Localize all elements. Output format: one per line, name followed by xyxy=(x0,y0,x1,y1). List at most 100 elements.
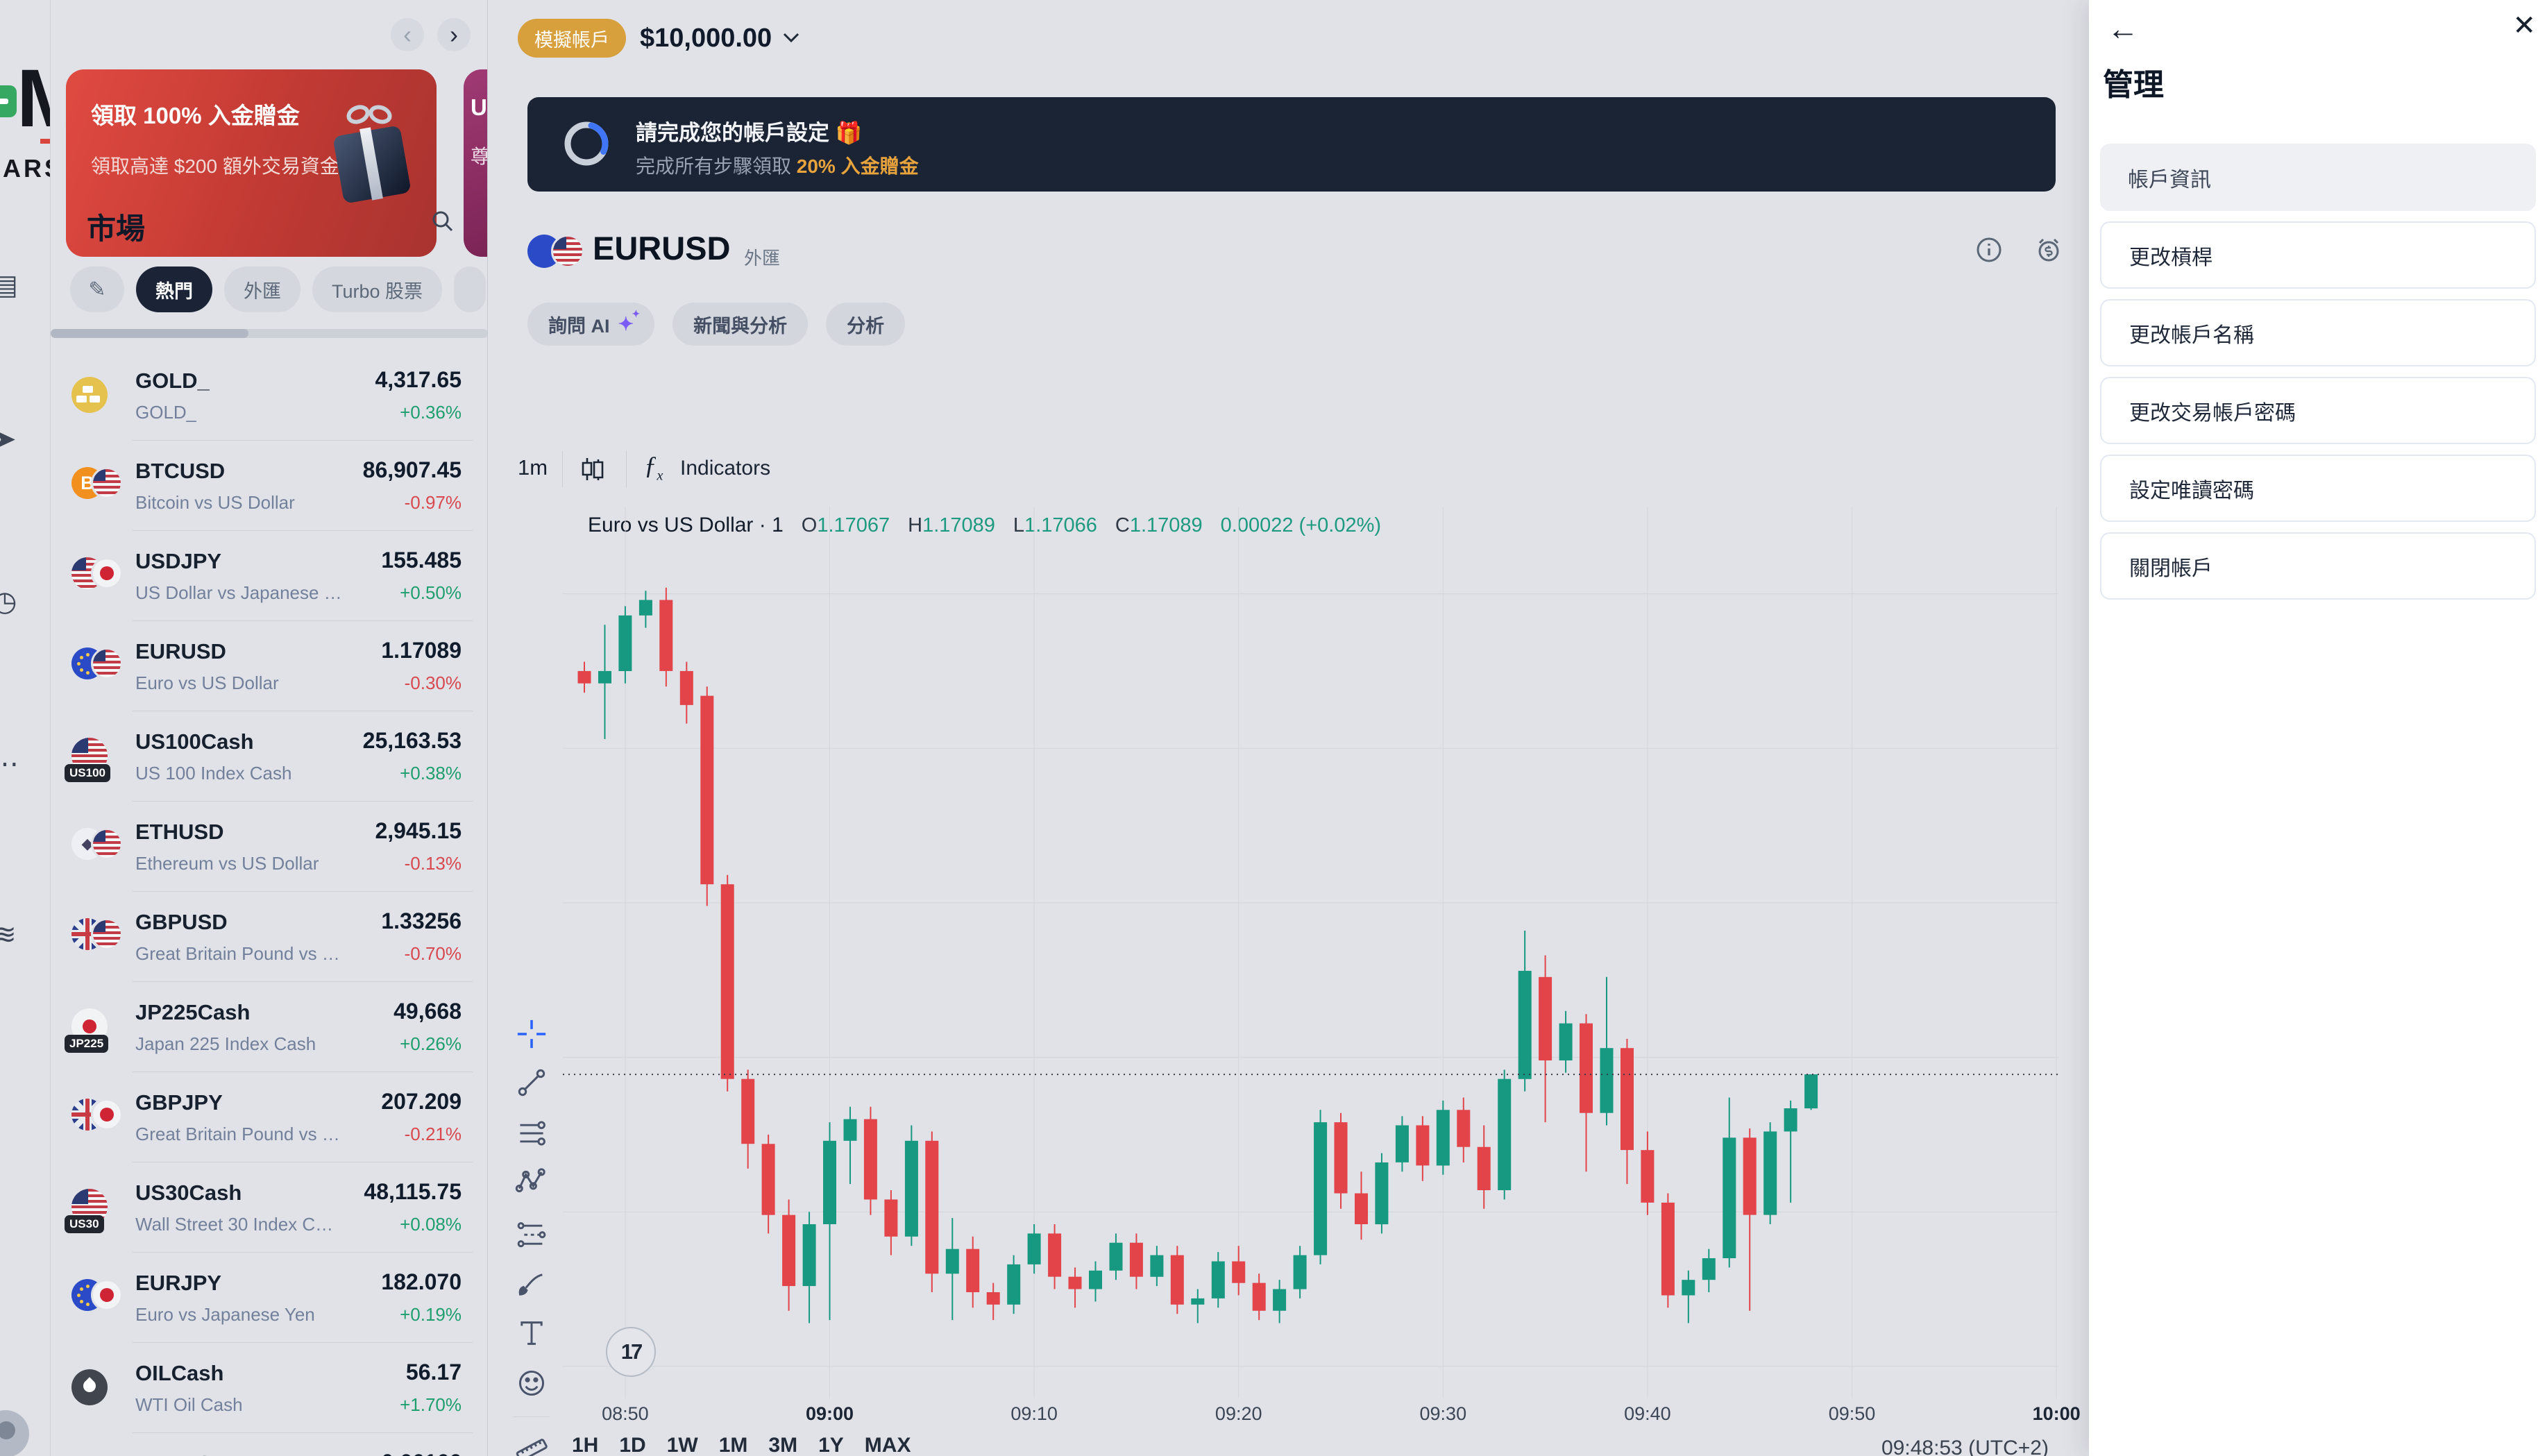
market-row-USDJPY[interactable]: USDJPY US Dollar vs Japanese … 155.485 +0.5… xyxy=(51,531,487,621)
us-symbol-icon xyxy=(91,828,123,860)
instrument-price: 155.485 xyxy=(381,548,462,573)
promotions-icon[interactable]: ≋ xyxy=(0,919,21,951)
carousel-next-button[interactable]: › xyxy=(437,18,471,51)
markets-icon[interactable]: ▤ xyxy=(0,269,21,301)
fib-retracement-icon[interactable] xyxy=(512,1114,551,1153)
tab-edit-watchlist[interactable]: ✎ xyxy=(70,266,124,312)
market-row-EURUSD[interactable]: EURUSD Euro vs US Dollar 1.17089 -0.30% xyxy=(51,621,487,711)
market-row-ETHUSD[interactable]: ◆ ETHUSD Ethereum vs US Dollar 2,945.15 -0.1… xyxy=(51,802,487,892)
index-badge: US30 xyxy=(65,1215,104,1233)
account-switcher[interactable]: 模擬帳戶 $10,000.00 xyxy=(518,18,799,58)
manage-item-0[interactable]: 帳戶資訊 xyxy=(2100,144,2536,211)
instrument-change: +1.70% xyxy=(400,1394,462,1415)
market-row-GOLD_[interactable]: GOLD_ GOLD_ 4,317.65 +0.36% xyxy=(51,350,487,441)
tab-hot[interactable]: 熱門 xyxy=(136,266,212,312)
instrument-symbol: EURUSD xyxy=(135,639,226,663)
market-row-US100Cash[interactable]: US100 US100Cash US 100 Index Cash 25,163.53… xyxy=(51,711,487,802)
instrument-name: WTI Oil Cash xyxy=(135,1394,243,1415)
instrument-symbol: USDJPY xyxy=(135,549,222,573)
time-axis-label: 10:00 xyxy=(2032,1403,2081,1424)
manage-item-4[interactable]: 設定唯讀密碼 xyxy=(2100,455,2536,522)
account-balance: $10,000.00 xyxy=(640,23,772,53)
trend-line-icon[interactable] xyxy=(512,1063,551,1102)
instrument-change: -0.30% xyxy=(404,672,462,693)
chevron-down-icon xyxy=(784,33,799,43)
manage-item-3[interactable]: 更改交易帳戶密碼 xyxy=(2100,377,2536,444)
us-symbol-icon xyxy=(91,918,123,950)
market-row-AUDUSD[interactable]: AUDUSDAustralian Dollar vs …0.66166 xyxy=(51,1433,487,1456)
emoji-icon[interactable] xyxy=(512,1364,551,1403)
account-setup-banner[interactable]: 請完成您的帳戶設定 🎁 完成所有步驟領取 20% 入金贈金 xyxy=(527,97,2056,192)
market-row-GBPUSD[interactable]: GBPUSD Great Britain Pound vs … 1.33256 -0.… xyxy=(51,892,487,982)
chart-legend: Euro vs US Dollar · 1 O1.17067 H1.17089 … xyxy=(588,514,1382,536)
instrument-change: +0.38% xyxy=(400,763,462,784)
tab-forex[interactable]: 外匯 xyxy=(224,266,301,312)
market-row-OILCash[interactable]: OILCash WTI Oil Cash 56.17 +1.70% xyxy=(51,1343,487,1433)
instrument-symbol: GBPJPY xyxy=(135,1090,223,1115)
xabcd-pattern-icon[interactable] xyxy=(512,1162,551,1201)
instrument-symbol: US100Cash xyxy=(135,729,254,754)
market-row-GBPJPY[interactable]: GBPJPY Great Britain Pound vs … 207.209 -0.… xyxy=(51,1072,487,1162)
instrument-name: Great Britain Pound vs … xyxy=(135,1124,340,1144)
timeframe-1w[interactable]: 1W xyxy=(666,1434,698,1456)
market-row-US30Cash[interactable]: US30 US30Cash Wall Street 30 Index C… 48,11… xyxy=(51,1162,487,1253)
timeframe-1m[interactable]: 1M xyxy=(718,1434,748,1456)
instrument-name: Euro vs Japanese Yen xyxy=(135,1304,315,1325)
manage-item-1[interactable]: 更改槓桿 xyxy=(2100,221,2536,289)
instrument-symbol: GOLD_ xyxy=(135,369,210,393)
indicators-fx-icon[interactable]: ƒx xyxy=(644,452,663,484)
market-row-BTCUSD[interactable]: B BTCUSD Bitcoin vs US Dollar 86,907.45 -0.9… xyxy=(51,441,487,531)
instrument-name: US 100 Index Cash xyxy=(135,763,292,784)
indicators-button[interactable]: Indicators xyxy=(680,457,771,480)
instrument-change: +0.08% xyxy=(400,1214,462,1235)
interval-button[interactable]: 1m xyxy=(518,455,548,480)
promo-banner-deposit-bonus[interactable]: 領取 100% 入金贈金 領取高達 $200 額外交易資金 xyxy=(66,69,437,257)
brand-logo: M xyxy=(17,51,50,146)
carousel-prev-button[interactable]: ‹ xyxy=(391,18,424,51)
tradingview-logo[interactable]: 17 xyxy=(606,1327,656,1377)
market-row-JP225Cash[interactable]: JP225 JP225Cash Japan 225 Index Cash 49,668… xyxy=(51,982,487,1072)
setup-progress-ring xyxy=(562,119,611,168)
ask-ai-button[interactable]: 詢問 AI ✦ ✦ xyxy=(527,303,655,346)
more-icon[interactable]: ⋯ xyxy=(0,748,21,780)
oil-symbol-icon xyxy=(71,1369,108,1405)
search-icon[interactable] xyxy=(429,208,457,236)
news-analysis-button[interactable]: 新聞與分析 xyxy=(672,303,809,346)
candlestick-chart xyxy=(563,507,2058,1398)
tab-turbo-stocks[interactable]: Turbo 股票 xyxy=(312,266,443,312)
crosshair-icon[interactable] xyxy=(512,1015,551,1053)
ruler-icon[interactable] xyxy=(512,1430,551,1456)
chart-type-candles-icon[interactable] xyxy=(577,454,608,484)
tabs-scrollbar[interactable] xyxy=(51,329,487,338)
brush-icon[interactable] xyxy=(512,1265,551,1304)
back-arrow-icon[interactable]: ← xyxy=(2107,10,2139,46)
text-icon[interactable] xyxy=(512,1314,551,1353)
manage-item-5[interactable]: 關閉帳戶 xyxy=(2100,532,2536,600)
timeframe-1y[interactable]: 1Y xyxy=(818,1434,844,1456)
instrument-symbol: EURJPY xyxy=(135,1271,222,1295)
instrument-symbol: GBPUSD xyxy=(135,910,228,934)
timeframe-1h[interactable]: 1H xyxy=(572,1434,599,1456)
time-axis-label: 09:10 xyxy=(1010,1403,1058,1424)
close-icon[interactable]: ✕ xyxy=(2512,10,2536,41)
trade-icon[interactable]: ➤ xyxy=(0,423,21,455)
time-axis-label: 09:20 xyxy=(1215,1403,1262,1424)
price-alert-icon[interactable] xyxy=(2033,235,2064,265)
manage-item-2[interactable]: 更改帳戶名稱 xyxy=(2100,299,2536,366)
instrument-name: US Dollar vs Japanese … xyxy=(135,582,342,603)
timeframe-3m[interactable]: 3M xyxy=(768,1434,798,1456)
banner-title: 請完成您的帳戶設定 🎁 xyxy=(636,121,863,145)
gift-box-image xyxy=(321,87,425,212)
deposit-icon[interactable] xyxy=(0,85,17,117)
us-flag-icon xyxy=(551,235,584,268)
history-icon[interactable]: ◷ xyxy=(0,586,21,618)
info-icon[interactable] xyxy=(1974,235,2004,265)
promo-banner-next-peek[interactable]: U 尊 xyxy=(464,69,487,257)
user-avatar[interactable] xyxy=(0,1410,29,1456)
timeframe-max[interactable]: MAX xyxy=(864,1434,911,1456)
tab-partial[interactable] xyxy=(454,266,486,312)
forecast-icon[interactable] xyxy=(512,1214,551,1253)
market-row-EURJPY[interactable]: EURJPY Euro vs Japanese Yen 182.070 +0.19% xyxy=(51,1253,487,1343)
analysis-button[interactable]: 分析 xyxy=(826,303,906,346)
timeframe-1d[interactable]: 1D xyxy=(619,1434,646,1456)
